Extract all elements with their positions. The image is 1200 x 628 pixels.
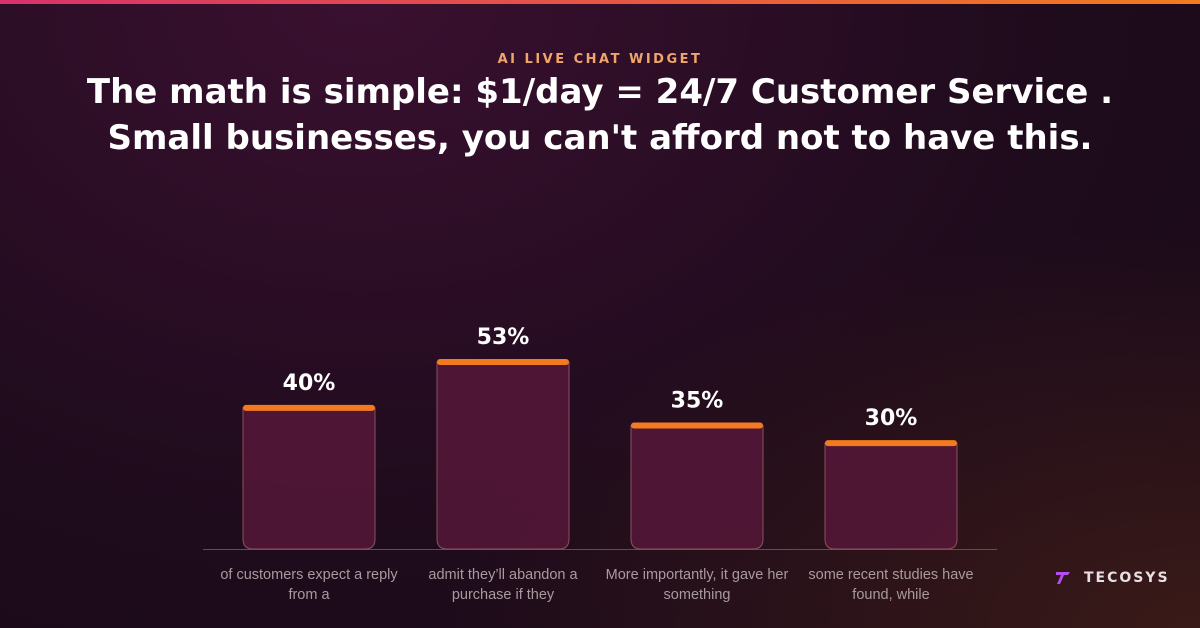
bar-cap <box>631 422 763 429</box>
bar <box>630 425 764 550</box>
bar <box>242 407 376 550</box>
bar <box>824 442 958 550</box>
value-label: 35% <box>671 389 724 414</box>
category-label: of customers expect a reply from a <box>220 567 398 603</box>
chart-title: Small businesses, you can't afford not t… <box>107 118 1093 158</box>
value-label: 53% <box>477 325 530 350</box>
bar <box>436 361 570 550</box>
bar-cap <box>437 359 569 365</box>
category-label: some recent studies have found, while <box>808 567 974 603</box>
value-label: 40% <box>283 371 336 396</box>
bar-cap <box>243 404 375 411</box>
brand-logo <box>1056 572 1070 584</box>
eyebrow: AI LIVE CHAT WIDGET <box>497 52 703 67</box>
brand: TECOSYS <box>1084 570 1170 586</box>
chart-title: The math is simple: $1/day = 24/7 Custom… <box>86 72 1114 112</box>
accent-bar <box>0 0 1200 4</box>
bar-cap <box>825 440 957 447</box>
category-label: admit they’ll abandon a purchase if they <box>428 567 578 603</box>
category-label: More importantly, it gave her something <box>605 567 789 603</box>
value-label: 30% <box>865 406 918 431</box>
